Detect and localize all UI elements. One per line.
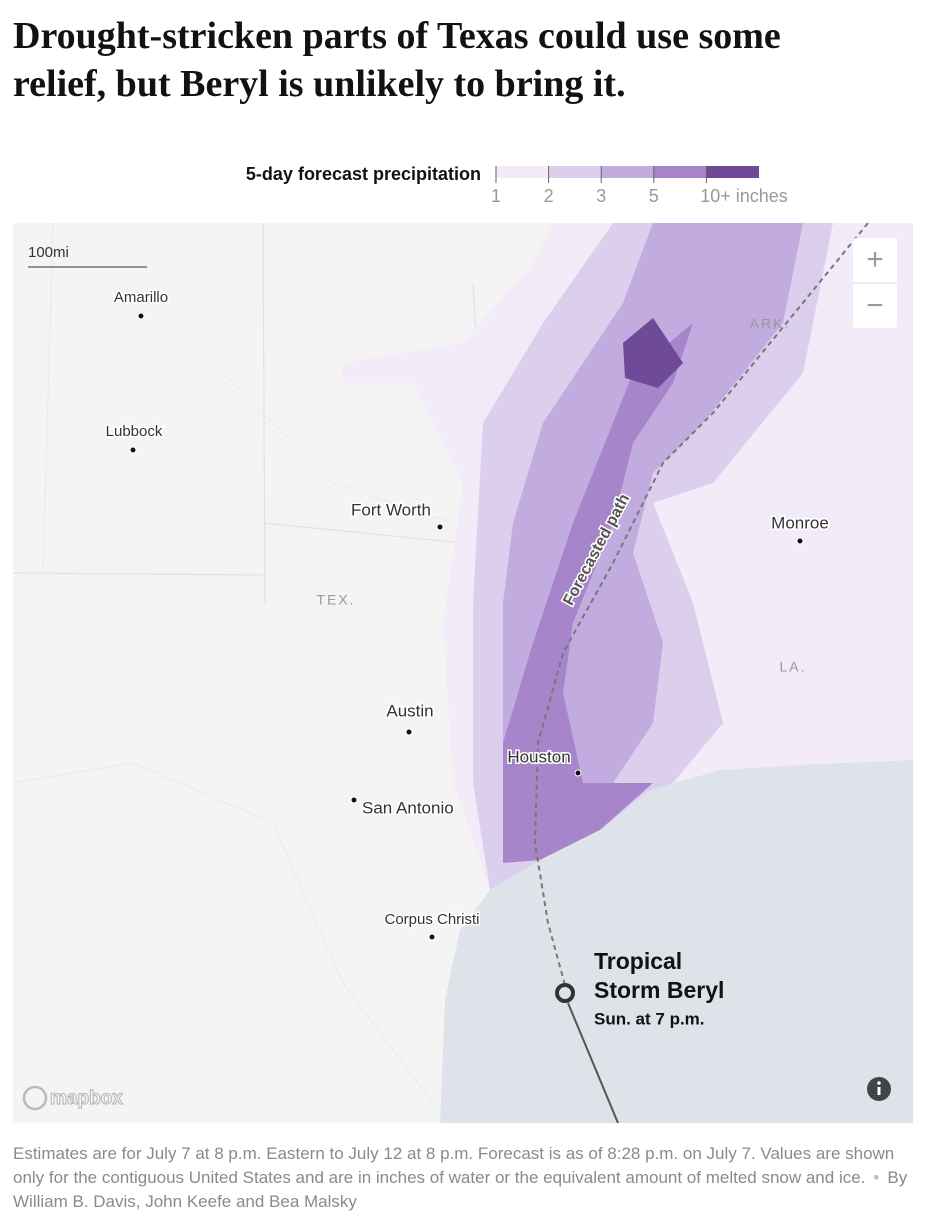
legend-label: 3: [596, 186, 606, 206]
legend-label: 2: [544, 186, 554, 206]
city-label: Corpus Christi: [384, 911, 479, 928]
city-label: Austin: [386, 701, 433, 720]
legend-label: 5: [649, 186, 659, 206]
precip-band: [623, 318, 683, 388]
city-dot: [796, 537, 804, 545]
storm-name: Tropical: [594, 948, 682, 974]
past-path: [567, 1002, 619, 1123]
city-dot: [428, 933, 436, 941]
state-label: TEX.: [316, 592, 355, 608]
city-label: Houston: [507, 747, 570, 766]
legend-label: 1: [491, 186, 501, 206]
gulf: [440, 760, 913, 1123]
precip-band: [503, 223, 803, 863]
info-button[interactable]: [867, 1077, 891, 1101]
footnote: Estimates are for July 7 at 8 p.m. Easte…: [13, 1144, 895, 1187]
precip-band: [503, 323, 693, 863]
storm-marker: [555, 983, 575, 1003]
legend-swatch: [706, 166, 759, 178]
zoom-button[interactable]: +: [866, 243, 884, 276]
city-label: Monroe: [771, 513, 829, 532]
separator: •: [873, 1168, 880, 1187]
city-label: Amarillo: [114, 289, 168, 306]
storm-time: Sun. at 7 p.m.: [594, 1009, 705, 1028]
state-label: ARK.: [750, 316, 791, 332]
scale-label: 100mi: [28, 244, 69, 261]
legend-label: 10+ inches: [700, 186, 788, 206]
legend-swatch: [548, 166, 602, 178]
forecast-path: [533, 223, 869, 986]
city-dot: [436, 523, 444, 531]
city-label: San Antonio: [362, 798, 454, 817]
city-dot: [405, 728, 413, 736]
zoom-button[interactable]: −: [866, 289, 884, 322]
headline: Drought-stricken parts of Texas could us…: [13, 15, 781, 105]
city-dot: [137, 312, 145, 320]
footer: Estimates are for July 7 at 8 p.m. Easte…: [13, 1142, 918, 1214]
legend-swatch: [496, 166, 549, 178]
map-canvas: 100mi mapbox Amarillo Lubbock Fort Worth Mo…: [13, 223, 913, 1123]
city-label: Lubbock: [106, 423, 163, 440]
legend-swatch: [653, 166, 707, 178]
city-label: Fort Worth: [351, 500, 431, 519]
attribution: mapbox: [50, 1088, 123, 1109]
city-dot: [129, 446, 137, 454]
map: 100mi mapbox Amarillo Lubbock Fort Worth Mo…: [13, 223, 913, 1123]
legend-title: 5-day forecast precipitation: [246, 164, 481, 184]
city-dot: [350, 796, 358, 804]
city-dot: [574, 769, 582, 777]
state-label: LA.: [779, 659, 806, 675]
storm-name: Storm Beryl: [594, 977, 724, 1003]
mapbox-logo: [22, 1085, 48, 1111]
byline: By William B. Davis, John Keefe and Bea …: [13, 1168, 908, 1211]
legend-swatch: [601, 166, 654, 178]
legend: 5-day forecast precipitation 1 2 3 5 10+ inc…: [246, 164, 788, 206]
